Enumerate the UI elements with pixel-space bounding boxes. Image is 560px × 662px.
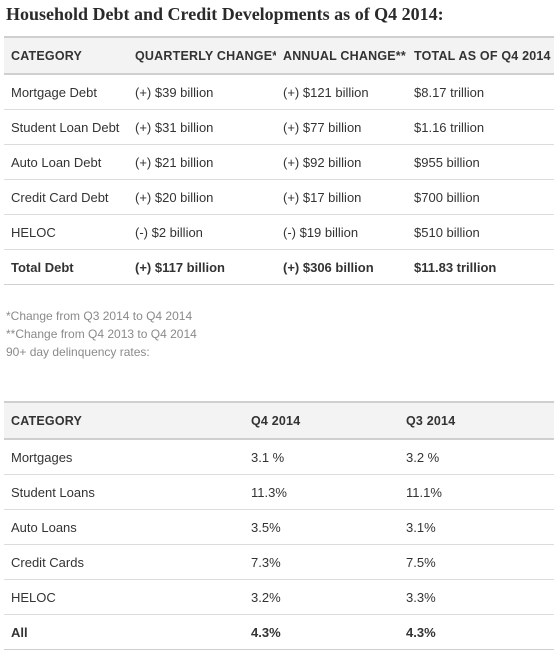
table-cell: Auto Loan Debt [4,144,128,180]
table-cell: (+) $92 billion [276,144,407,180]
table-cell: 4.3% [244,614,399,650]
table-row: Student Loan Debt (+) $31 billion (+) $7… [4,109,554,145]
table-cell: (-) $19 billion [276,214,407,250]
table-cell: (+) $20 billion [128,179,276,215]
column-header: ANNUAL CHANGE** [276,36,407,75]
table-cell: 11.1% [399,474,554,510]
table-total-row: All 4.3% 4.3% [4,614,554,650]
table-cell: 7.5% [399,544,554,580]
table-cell: Auto Loans [4,509,244,545]
table-header-row: CATEGORY Q4 2014 Q3 2014 [4,401,554,440]
table-row: Credit Card Debt (+) $20 billion (+) $17… [4,179,554,215]
table-cell: (-) $2 billion [128,214,276,250]
table-header-row: CATEGORY QUARTERLY CHANGE* ANNUAL CHANGE… [4,36,554,75]
table-cell: Total Debt [4,249,128,285]
table-cell: 11.3% [244,474,399,510]
table-cell: (+) $121 billion [276,74,407,110]
table-cell: Mortgage Debt [4,74,128,110]
table-row: Student Loans 11.3% 11.1% [4,474,554,510]
table-cell: (+) $306 billion [276,249,407,285]
table-cell: Student Loan Debt [4,109,128,145]
table-cell: (+) $39 billion [128,74,276,110]
table-cell: 4.3% [399,614,554,650]
page-title: Household Debt and Credit Developments a… [6,4,444,24]
table-cell: $700 billion [407,179,554,215]
column-header: Q3 2014 [399,401,554,440]
table-row: Auto Loan Debt (+) $21 billion (+) $92 b… [4,144,554,180]
table-cell: 3.1 % [244,439,399,475]
delinquency-caption: 90+ day delinquency rates: [6,345,150,359]
table-cell: Student Loans [4,474,244,510]
table-cell: 3.2 % [399,439,554,475]
table-cell: All [4,614,244,650]
table-cell: 3.1% [399,509,554,545]
table-cell: $955 billion [407,144,554,180]
table-cell: (+) $17 billion [276,179,407,215]
table-cell: HELOC [4,214,128,250]
table-row: Mortgages 3.1 % 3.2 % [4,439,554,475]
table-total-row: Total Debt (+) $117 billion (+) $306 bil… [4,249,554,285]
column-header: TOTAL AS OF Q4 2014 [407,36,554,75]
column-header: CATEGORY [4,401,244,440]
footnote-quarterly: *Change from Q3 2014 to Q4 2014 [6,309,193,323]
table-row: Auto Loans 3.5% 3.1% [4,509,554,545]
table-cell: $1.16 trillion [407,109,554,145]
table-row: HELOC 3.2% 3.3% [4,579,554,615]
table-cell: (+) $117 billion [128,249,276,285]
table-cell: $510 billion [407,214,554,250]
table-cell: Credit Cards [4,544,244,580]
column-header: CATEGORY [4,36,128,75]
table-cell: Credit Card Debt [4,179,128,215]
table-cell: HELOC [4,579,244,615]
table-cell: 3.5% [244,509,399,545]
footnotes: *Change from Q3 2014 to Q4 2014 **Change… [6,307,197,361]
table-cell: (+) $21 billion [128,144,276,180]
table-cell: 7.3% [244,544,399,580]
delinquency-rates-table: CATEGORY Q4 2014 Q3 2014 Mortgages 3.1 %… [4,401,554,650]
household-debt-table: CATEGORY QUARTERLY CHANGE* ANNUAL CHANGE… [4,36,554,285]
footnote-annual: **Change from Q4 2013 to Q4 2014 [6,327,197,341]
table-cell: $8.17 trillion [407,74,554,110]
table-cell: (+) $31 billion [128,109,276,145]
table-cell: 3.3% [399,579,554,615]
table-row: Mortgage Debt (+) $39 billion (+) $121 b… [4,74,554,110]
table-cell: (+) $77 billion [276,109,407,145]
table-row: Credit Cards 7.3% 7.5% [4,544,554,580]
column-header: QUARTERLY CHANGE* [128,36,276,75]
table-cell: Mortgages [4,439,244,475]
table-cell: $11.83 trillion [407,249,554,285]
table-cell: 3.2% [244,579,399,615]
column-header: Q4 2014 [244,401,399,440]
table-row: HELOC (-) $2 billion (-) $19 billion $51… [4,214,554,250]
